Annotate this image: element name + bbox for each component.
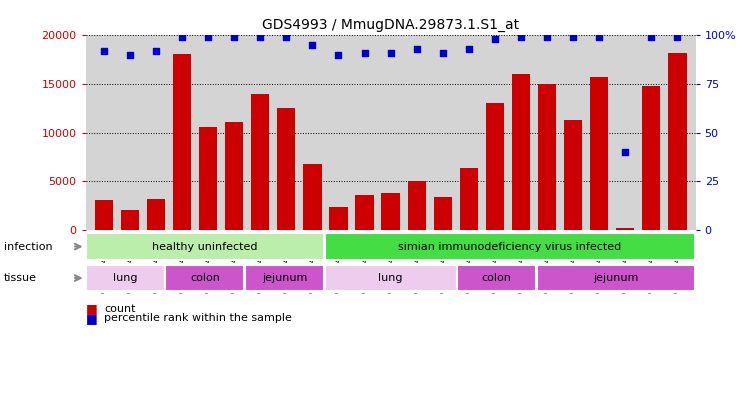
Text: percentile rank within the sample: percentile rank within the sample bbox=[104, 313, 292, 323]
Point bbox=[515, 34, 527, 40]
Bar bbox=[356, 195, 373, 230]
Text: ■: ■ bbox=[86, 302, 97, 315]
Text: ■: ■ bbox=[86, 312, 97, 325]
Bar bbox=[225, 122, 243, 230]
Text: infection: infection bbox=[4, 242, 52, 252]
Bar bbox=[616, 228, 635, 230]
Text: colon: colon bbox=[190, 273, 220, 283]
Bar bbox=[536, 265, 696, 291]
Bar bbox=[251, 94, 269, 230]
Bar bbox=[512, 74, 530, 230]
Point bbox=[619, 149, 631, 155]
Bar bbox=[324, 265, 457, 291]
Text: lung: lung bbox=[113, 273, 138, 283]
Point bbox=[124, 51, 136, 58]
Bar bbox=[199, 127, 217, 230]
Point bbox=[176, 34, 188, 40]
Point bbox=[202, 34, 214, 40]
Point bbox=[228, 34, 240, 40]
Point bbox=[411, 46, 423, 52]
Bar bbox=[245, 265, 324, 291]
Point bbox=[671, 34, 683, 40]
Bar bbox=[538, 84, 557, 230]
Bar bbox=[324, 233, 696, 260]
Bar bbox=[460, 168, 478, 230]
Bar bbox=[564, 120, 583, 230]
Point bbox=[254, 34, 266, 40]
Text: count: count bbox=[104, 303, 135, 314]
Bar bbox=[434, 197, 452, 230]
Text: colon: colon bbox=[482, 273, 512, 283]
Bar bbox=[165, 265, 245, 291]
Bar bbox=[486, 103, 504, 230]
Point bbox=[307, 42, 318, 48]
Text: simian immunodeficiency virus infected: simian immunodeficiency virus infected bbox=[398, 242, 621, 252]
Bar bbox=[330, 207, 347, 230]
Text: healthy uninfected: healthy uninfected bbox=[153, 242, 257, 252]
Point bbox=[437, 50, 449, 56]
Bar bbox=[121, 210, 139, 230]
Point bbox=[359, 50, 371, 56]
Point bbox=[645, 34, 657, 40]
Bar bbox=[173, 54, 191, 230]
Point bbox=[593, 34, 605, 40]
Bar bbox=[382, 193, 400, 230]
Bar bbox=[94, 200, 113, 230]
Bar bbox=[457, 265, 536, 291]
Bar bbox=[668, 53, 687, 230]
Bar bbox=[86, 265, 165, 291]
Bar bbox=[147, 199, 165, 230]
Text: jejunum: jejunum bbox=[594, 273, 639, 283]
Text: jejunum: jejunum bbox=[262, 273, 307, 283]
Bar bbox=[304, 164, 321, 230]
Bar bbox=[278, 108, 295, 230]
Title: GDS4993 / MmugDNA.29873.1.S1_at: GDS4993 / MmugDNA.29873.1.S1_at bbox=[262, 18, 519, 31]
Point bbox=[567, 34, 579, 40]
Bar bbox=[408, 181, 426, 230]
Point bbox=[541, 34, 553, 40]
Text: tissue: tissue bbox=[4, 273, 36, 283]
Point bbox=[98, 48, 110, 54]
Point bbox=[385, 50, 397, 56]
Point bbox=[489, 36, 501, 42]
Bar bbox=[590, 77, 609, 230]
Point bbox=[333, 51, 344, 58]
Text: lung: lung bbox=[379, 273, 403, 283]
Point bbox=[280, 34, 292, 40]
Bar bbox=[642, 86, 661, 230]
Bar bbox=[86, 233, 324, 260]
Point bbox=[150, 48, 162, 54]
Point bbox=[463, 46, 475, 52]
